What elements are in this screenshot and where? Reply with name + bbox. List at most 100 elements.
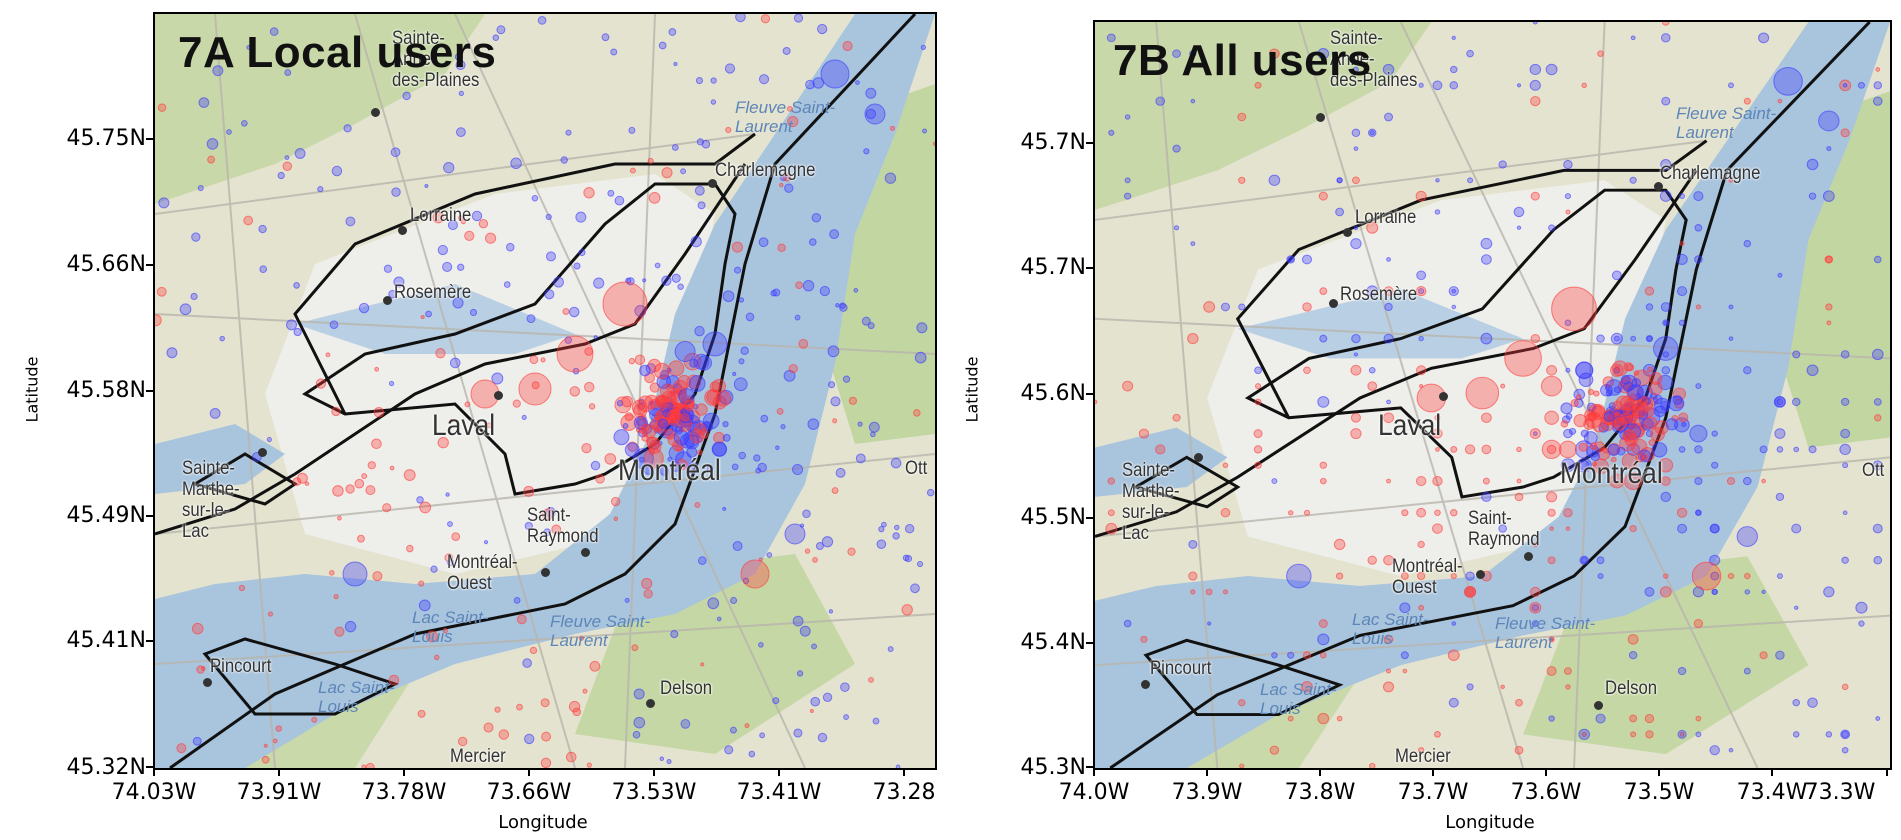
user-density-marker <box>516 614 527 625</box>
user-density-marker <box>1644 587 1655 597</box>
city-marker <box>494 391 503 400</box>
y-tick <box>1086 142 1094 144</box>
water-label: Lac Saint- Louis <box>412 608 489 646</box>
user-density-marker <box>629 167 636 174</box>
user-density-marker <box>1238 303 1246 311</box>
user-density-marker <box>471 210 483 222</box>
user-density-marker <box>1301 681 1313 693</box>
user-density-marker <box>1383 555 1394 566</box>
user-density-marker <box>1237 112 1247 122</box>
user-density-marker <box>740 559 770 589</box>
user-density-marker <box>1736 526 1759 547</box>
user-density-marker <box>1589 442 1598 450</box>
place-label: Sainte- Anne- des-Plaines <box>1330 28 1418 91</box>
user-density-marker <box>855 80 860 85</box>
city-marker <box>1476 570 1485 579</box>
x-tick-label: 73.3W <box>1804 780 1876 805</box>
place-label: Lorraine <box>410 205 472 226</box>
user-density-marker <box>641 577 653 590</box>
user-density-marker <box>674 425 683 435</box>
user-density-marker <box>722 420 729 428</box>
user-density-marker <box>1547 508 1556 517</box>
user-density-marker <box>393 276 405 288</box>
user-density-marker <box>1253 429 1263 438</box>
user-density-marker <box>1351 333 1361 344</box>
user-density-marker <box>802 509 811 519</box>
user-density-marker <box>1676 507 1688 518</box>
x-axis-label: Longitude <box>1445 812 1535 833</box>
user-density-marker <box>1546 444 1557 455</box>
user-density-marker <box>733 377 748 392</box>
y-axis-label: Latitude <box>22 356 42 423</box>
user-density-marker <box>643 589 653 599</box>
water-label: Lac Saint- Louis <box>318 678 395 716</box>
user-density-marker <box>1418 288 1425 295</box>
user-density-marker <box>1591 461 1598 467</box>
user-density-marker <box>878 526 885 533</box>
user-density-marker <box>1647 366 1654 373</box>
user-density-marker <box>1672 395 1683 405</box>
user-density-marker <box>624 597 630 603</box>
user-density-marker <box>811 212 822 223</box>
user-density-marker <box>192 736 202 746</box>
user-density-marker <box>568 306 580 318</box>
panel-title: 7B All users <box>1113 36 1372 85</box>
user-density-marker <box>361 473 368 480</box>
user-density-marker <box>1677 523 1688 534</box>
user-density-marker <box>1626 442 1640 456</box>
user-density-marker <box>802 279 815 292</box>
y-axis-label: Latitude <box>962 356 982 423</box>
user-density-marker <box>1611 270 1622 281</box>
user-density-marker <box>1840 397 1850 407</box>
x-tick-label: 73.9W <box>1171 780 1243 805</box>
user-density-marker <box>1172 413 1181 422</box>
y-tick <box>1086 517 1094 519</box>
user-density-marker <box>817 23 828 35</box>
user-density-marker <box>1451 621 1457 626</box>
user-density-marker <box>817 732 828 743</box>
user-density-marker <box>331 406 341 417</box>
user-density-marker <box>1335 572 1344 580</box>
user-density-marker <box>543 528 552 537</box>
user-density-marker <box>1857 81 1866 89</box>
user-density-marker <box>259 265 268 274</box>
user-density-marker <box>1317 396 1330 408</box>
place-label: Lorraine <box>1355 207 1417 228</box>
user-density-marker <box>1318 619 1328 628</box>
user-density-marker <box>1369 130 1375 136</box>
user-density-marker <box>261 755 270 764</box>
user-density-marker <box>1448 697 1459 708</box>
water-body <box>155 14 935 768</box>
user-density-marker <box>868 676 874 683</box>
user-density-marker <box>1677 729 1687 739</box>
user-density-marker <box>607 189 615 197</box>
user-density-marker <box>494 706 501 713</box>
x-tick-label: 73.5W <box>1623 780 1695 805</box>
user-density-marker <box>1417 572 1426 581</box>
user-density-marker <box>639 364 651 377</box>
place-label: Saint- Raymond <box>1468 508 1540 550</box>
user-density-marker <box>590 460 601 471</box>
user-density-marker <box>1254 81 1262 89</box>
y-tick-label: 45.49N <box>66 503 146 528</box>
user-density-marker <box>1123 192 1132 200</box>
user-density-marker <box>357 534 365 543</box>
user-density-marker <box>1435 447 1440 452</box>
user-density-marker <box>738 358 745 365</box>
user-density-marker <box>406 544 414 553</box>
user-density-marker <box>1743 239 1752 248</box>
user-density-marker <box>1095 399 1098 405</box>
user-density-marker <box>1743 97 1751 105</box>
user-density-marker <box>668 445 685 461</box>
user-density-marker <box>1678 412 1689 423</box>
y-tick-label: 45.41N <box>66 628 146 653</box>
y-tick <box>146 138 154 140</box>
user-density-marker <box>1269 745 1280 755</box>
user-density-marker <box>1514 745 1524 755</box>
user-density-marker <box>1808 445 1817 454</box>
user-density-marker <box>1271 478 1278 485</box>
user-density-marker <box>1610 456 1617 463</box>
x-tick <box>153 768 155 776</box>
user-density-marker <box>1532 431 1538 436</box>
user-density-marker <box>464 401 471 408</box>
